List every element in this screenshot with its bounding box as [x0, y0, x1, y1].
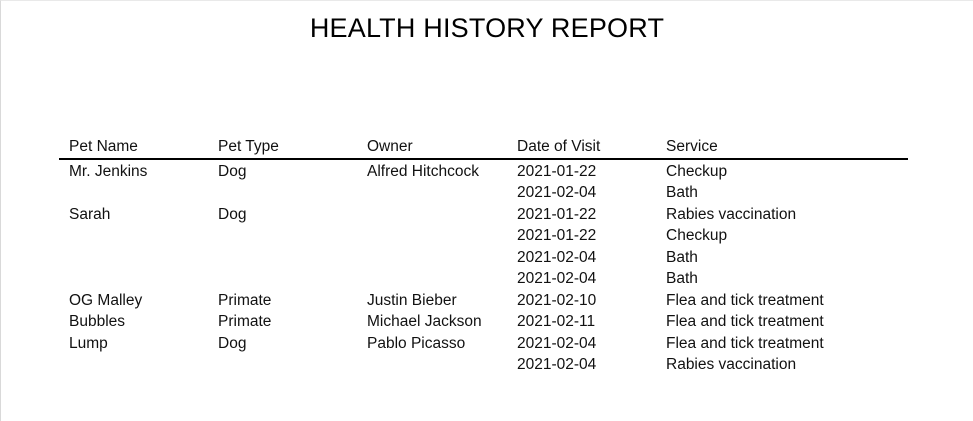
- table-row: Lump Dog Pablo Picasso 2021-02-04 Flea a…: [59, 333, 908, 355]
- service-cell: Bath: [666, 184, 698, 201]
- table-row: Bubbles Primate Michael Jackson 2021-02-…: [59, 311, 908, 333]
- service-cell: Checkup: [666, 162, 728, 180]
- table-row: 2021-02-04 Bath: [59, 182, 908, 204]
- pet-type-cell: [208, 354, 357, 376]
- table-row: 2021-01-22 Checkup: [59, 225, 908, 247]
- pet-name-cell: [59, 182, 208, 204]
- pet-type-cell: Dog: [218, 334, 247, 352]
- report-title: HEALTH HISTORY REPORT: [309, 13, 665, 43]
- table-row: 2021-02-04 Bath: [59, 268, 908, 290]
- service-cell: Flea and tick treatment: [666, 291, 824, 309]
- table-header-row: Pet Name Pet Type Owner Date of Visit Se…: [59, 136, 908, 160]
- health-history-table: Pet Name Pet Type Owner Date of Visit Se…: [59, 136, 908, 376]
- table-row: OG Malley Primate Justin Bieber 2021-02-…: [59, 290, 908, 312]
- date-of-visit-cell: 2021-02-04: [517, 184, 597, 201]
- column-header-date-of-visit: Date of Visit: [517, 138, 601, 155]
- date-of-visit-cell: 2021-01-22: [517, 227, 597, 244]
- pet-type-cell: [208, 225, 357, 247]
- pet-type-cell: Dog: [218, 205, 247, 223]
- table-row: Sarah Dog 2021-01-22 Rabies vaccination: [59, 204, 908, 226]
- pet-name-cell: [59, 268, 208, 290]
- column-header-owner: Owner: [367, 138, 413, 155]
- table-row: 2021-02-04 Bath: [59, 247, 908, 269]
- pet-type-cell: [208, 247, 357, 269]
- column-header-pet-type: Pet Type: [218, 138, 279, 155]
- date-of-visit-cell: 2021-02-04: [517, 356, 597, 373]
- pet-name-cell: [59, 225, 208, 247]
- owner-cell: [357, 182, 507, 204]
- pet-type-cell: [208, 182, 357, 204]
- date-of-visit-cell: 2021-01-22: [517, 162, 597, 180]
- owner-cell: Alfred Hitchcock: [367, 162, 479, 180]
- pet-name-cell: Bubbles: [69, 313, 126, 330]
- pet-type-cell: Primate: [218, 313, 272, 330]
- pet-type-cell: Dog: [218, 162, 247, 180]
- pet-type-cell: [208, 268, 357, 290]
- pet-name-cell: Lump: [69, 334, 108, 352]
- service-cell: Rabies vaccination: [666, 356, 797, 373]
- service-cell: Checkup: [666, 227, 728, 244]
- owner-cell: [357, 204, 507, 226]
- date-of-visit-cell: 2021-02-04: [517, 334, 597, 352]
- table-row: 2021-02-04 Rabies vaccination: [59, 354, 908, 376]
- pet-type-cell: Primate: [218, 291, 272, 309]
- date-of-visit-cell: 2021-01-22: [517, 205, 597, 223]
- pet-name-cell: [59, 247, 208, 269]
- owner-cell: Michael Jackson: [367, 313, 482, 330]
- pet-name-cell: Sarah: [69, 205, 111, 223]
- pet-name-cell: [59, 354, 208, 376]
- table-body: Mr. Jenkins Dog Alfred Hitchcock 2021-01…: [59, 160, 908, 376]
- column-header-service: Service: [666, 138, 718, 155]
- owner-cell: Pablo Picasso: [367, 334, 466, 352]
- service-cell: Flea and tick treatment: [666, 313, 824, 330]
- service-cell: Flea and tick treatment: [666, 334, 824, 352]
- owner-cell: [357, 225, 507, 247]
- pet-name-cell: Mr. Jenkins: [69, 162, 148, 180]
- date-of-visit-cell: 2021-02-04: [517, 270, 597, 287]
- owner-cell: Justin Bieber: [367, 291, 457, 309]
- owner-cell: [357, 268, 507, 290]
- service-cell: Bath: [666, 248, 698, 266]
- owner-cell: [357, 247, 507, 269]
- table-row: Mr. Jenkins Dog Alfred Hitchcock 2021-01…: [59, 161, 908, 183]
- service-cell: Rabies vaccination: [666, 205, 797, 223]
- pet-name-cell: OG Malley: [69, 291, 143, 309]
- date-of-visit-cell: 2021-02-04: [517, 248, 597, 266]
- service-cell: Bath: [666, 270, 698, 287]
- column-header-pet-name: Pet Name: [69, 138, 138, 155]
- date-of-visit-cell: 2021-02-10: [517, 291, 597, 309]
- owner-cell: [357, 354, 507, 376]
- date-of-visit-cell: 2021-02-11: [517, 313, 596, 330]
